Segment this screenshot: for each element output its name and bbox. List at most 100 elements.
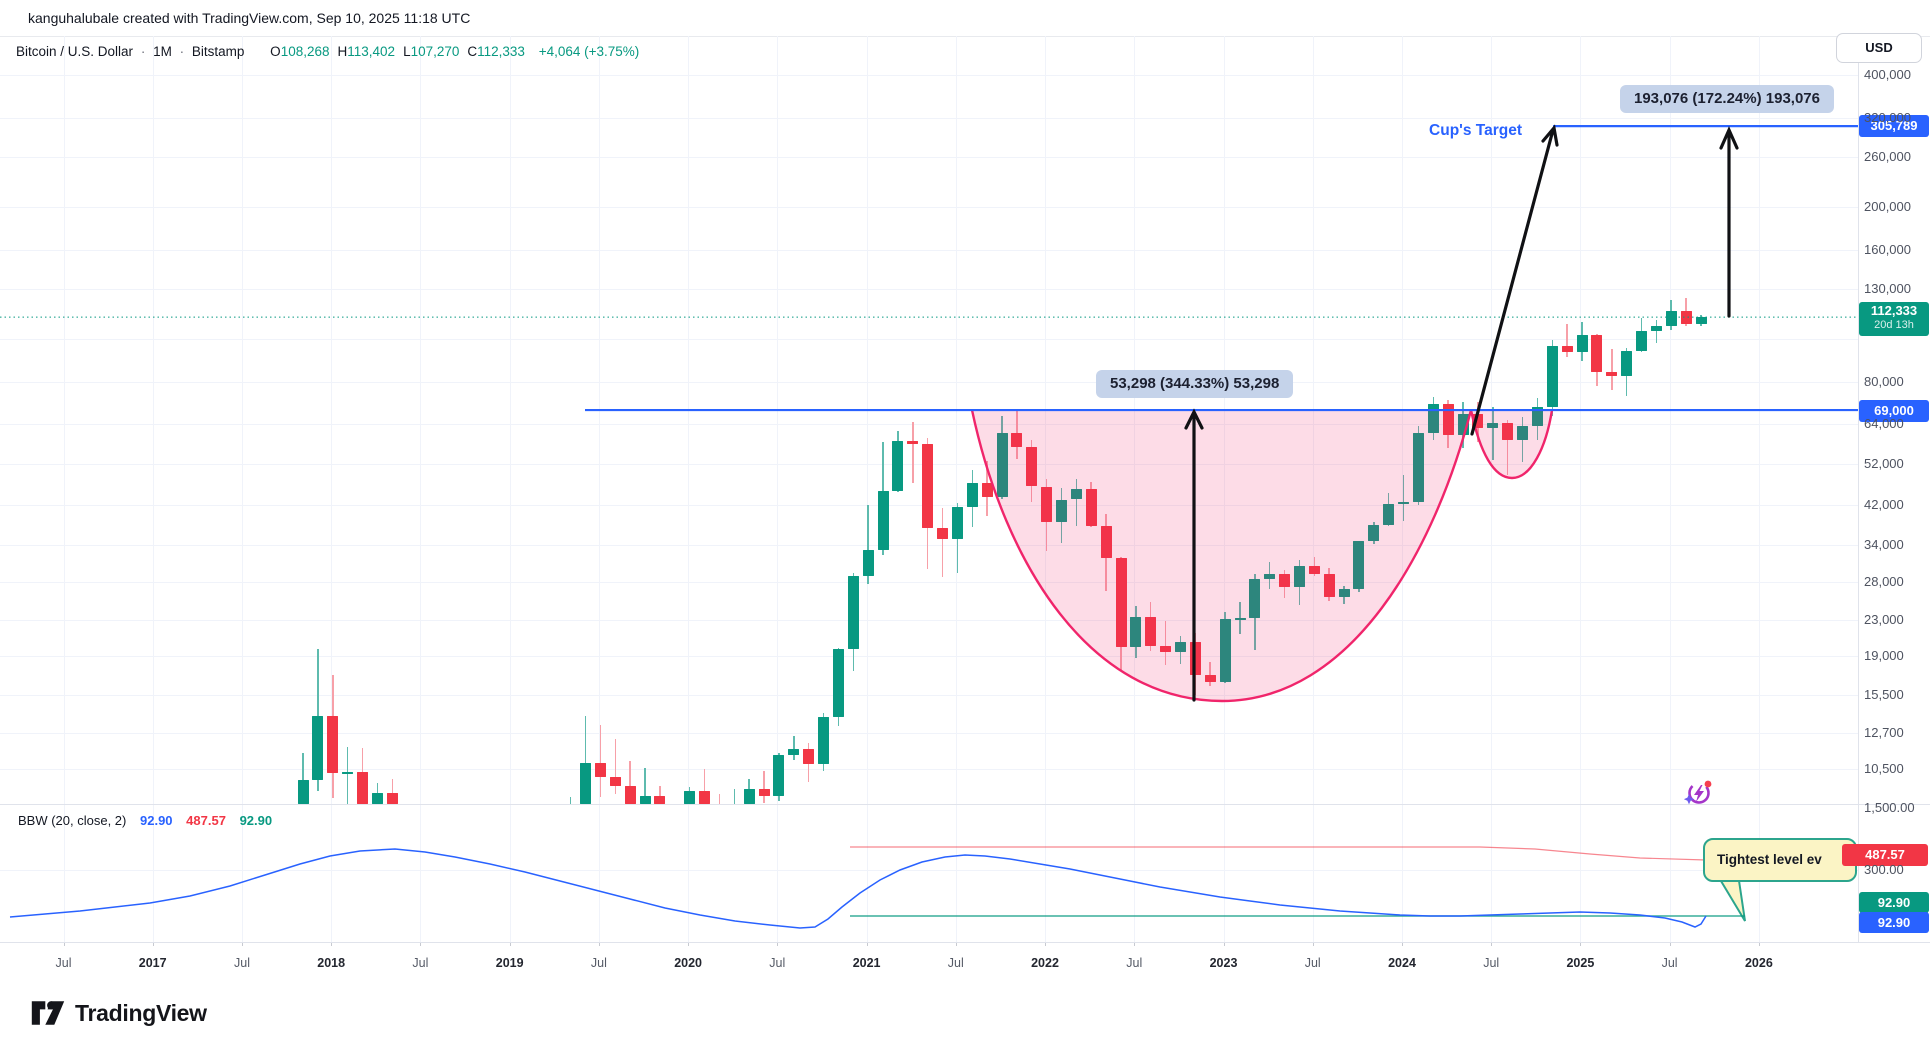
symbol-interval: 1M: [153, 44, 172, 59]
candle-body: [357, 772, 368, 804]
gridline-horizontal: [0, 545, 1858, 546]
bbw-low-label: 92.90: [1859, 892, 1929, 913]
time-axis-label: Jul: [234, 956, 250, 970]
time-tick: [1491, 942, 1493, 946]
time-axis-label: 2019: [495, 956, 524, 970]
candle-wick: [1566, 324, 1568, 357]
price-axis-label: 42,000: [1864, 496, 1904, 512]
price-axis-label: 10,500: [1864, 761, 1904, 777]
price-axis-label: 320,000: [1864, 109, 1911, 125]
tradingview-logo[interactable]: TradingView: [30, 997, 207, 1029]
candle-body: [1279, 573, 1291, 588]
time-tick: [955, 942, 957, 946]
candle-body: [1056, 499, 1067, 522]
candle-body: [1368, 525, 1380, 542]
current-price-label: 112,333 20d 13h: [1859, 302, 1929, 336]
candle-wick: [302, 753, 304, 804]
candle-body: [832, 649, 844, 717]
gridline-horizontal: [0, 732, 1858, 734]
gridline-horizontal: [0, 74, 1858, 76]
bbw-value-red: 487.57: [186, 813, 226, 828]
gridline-horizontal: [0, 249, 1858, 251]
candle-body: [1561, 346, 1573, 353]
bbw-title: BBW (20, close, 2): [18, 813, 127, 828]
candle-body: [1234, 618, 1246, 620]
candle-body: [684, 791, 696, 804]
candle-wick: [659, 786, 661, 804]
gridline-vertical: [331, 36, 333, 942]
bbw-value-green: 92.90: [239, 813, 273, 828]
gridline-vertical: [1669, 36, 1671, 942]
candle-wick: [629, 761, 631, 804]
price-axis-label: 28,000: [1864, 574, 1904, 589]
candle-body: [1145, 617, 1157, 646]
candle-body: [639, 795, 651, 804]
time-tick: [866, 942, 868, 946]
candle-wick: [1655, 320, 1658, 343]
price-axis-label: 400,000: [1864, 66, 1911, 82]
currency-button[interactable]: USD: [1836, 33, 1922, 63]
candle-body: [1204, 675, 1216, 683]
candle-wick: [584, 715, 587, 804]
candle-body: [1621, 350, 1633, 376]
gridline-horizontal: [0, 117, 1858, 119]
candle-body: [1130, 617, 1142, 647]
candle-wick: [599, 725, 602, 798]
gridline-vertical: [688, 36, 690, 942]
candle-body: [312, 715, 324, 780]
candle-wick: [391, 778, 394, 804]
time-axis-label: Jul: [1304, 956, 1321, 970]
candle-body: [699, 791, 711, 804]
gridline-vertical: [509, 36, 511, 942]
candle-body: [1219, 618, 1231, 683]
time-tick: [1758, 942, 1760, 946]
time-axis-label: 2017: [138, 956, 167, 970]
candle-body: [1457, 414, 1469, 435]
time-tick: [1669, 942, 1671, 946]
candle-body: [773, 754, 785, 796]
candle-body: [1011, 432, 1023, 447]
candle-body: [803, 749, 815, 765]
time-axis-label: 2018: [317, 956, 346, 970]
candle-body: [1427, 403, 1439, 433]
gridline-horizontal: [0, 424, 1858, 426]
candle-body: [788, 749, 800, 755]
pane-separator[interactable]: [0, 804, 1930, 805]
candle-body: [386, 793, 398, 804]
target-measure-tooltip: 193,076 (172.24%) 193,076: [1620, 85, 1834, 113]
candle-wick: [793, 736, 795, 761]
tightest-level-callout[interactable]: Tightest level ev: [1703, 838, 1857, 882]
candle-wick: [346, 747, 349, 804]
time-axis-label: 2022: [1031, 956, 1059, 970]
candle-body: [580, 763, 592, 804]
candle-body: [1502, 422, 1514, 440]
bbw-value-blue: 92.90: [140, 813, 173, 828]
candle-wick: [644, 767, 646, 804]
bbw-indicator-legend[interactable]: BBW (20, close, 2) 92.90 487.57 92.90: [18, 812, 272, 829]
candle-body: [1353, 541, 1365, 590]
cup-target-text[interactable]: Cup's Target: [1429, 122, 1522, 139]
time-tick: [1312, 942, 1314, 946]
gridline-vertical: [420, 36, 422, 942]
symbol-legend[interactable]: Bitcoin / U.S. Dollar · 1M · Bitstamp O1…: [16, 43, 639, 61]
time-axis-label: 2025: [1566, 956, 1595, 970]
price-axis-label: 80,000: [1864, 373, 1904, 389]
gridline-vertical: [777, 36, 779, 942]
candle-wick: [1402, 475, 1405, 522]
candle-wick: [941, 507, 944, 577]
candle-body: [1293, 565, 1305, 588]
candle-body: [1517, 426, 1528, 440]
ai-spark-button[interactable]: [1683, 777, 1714, 807]
candle-wick: [718, 793, 721, 804]
candle-body: [1308, 565, 1320, 574]
candle-body: [1412, 433, 1424, 503]
gridline-horizontal: [0, 694, 1858, 696]
candle-wick: [614, 738, 617, 794]
price-axis-label: 15,500: [1864, 686, 1904, 702]
time-axis-label: Jul: [769, 956, 786, 970]
candle-wick: [733, 789, 736, 804]
neckline-price-label: 69,000: [1859, 400, 1929, 422]
candle-body: [1115, 557, 1127, 647]
time-axis[interactable]: [0, 943, 1930, 977]
